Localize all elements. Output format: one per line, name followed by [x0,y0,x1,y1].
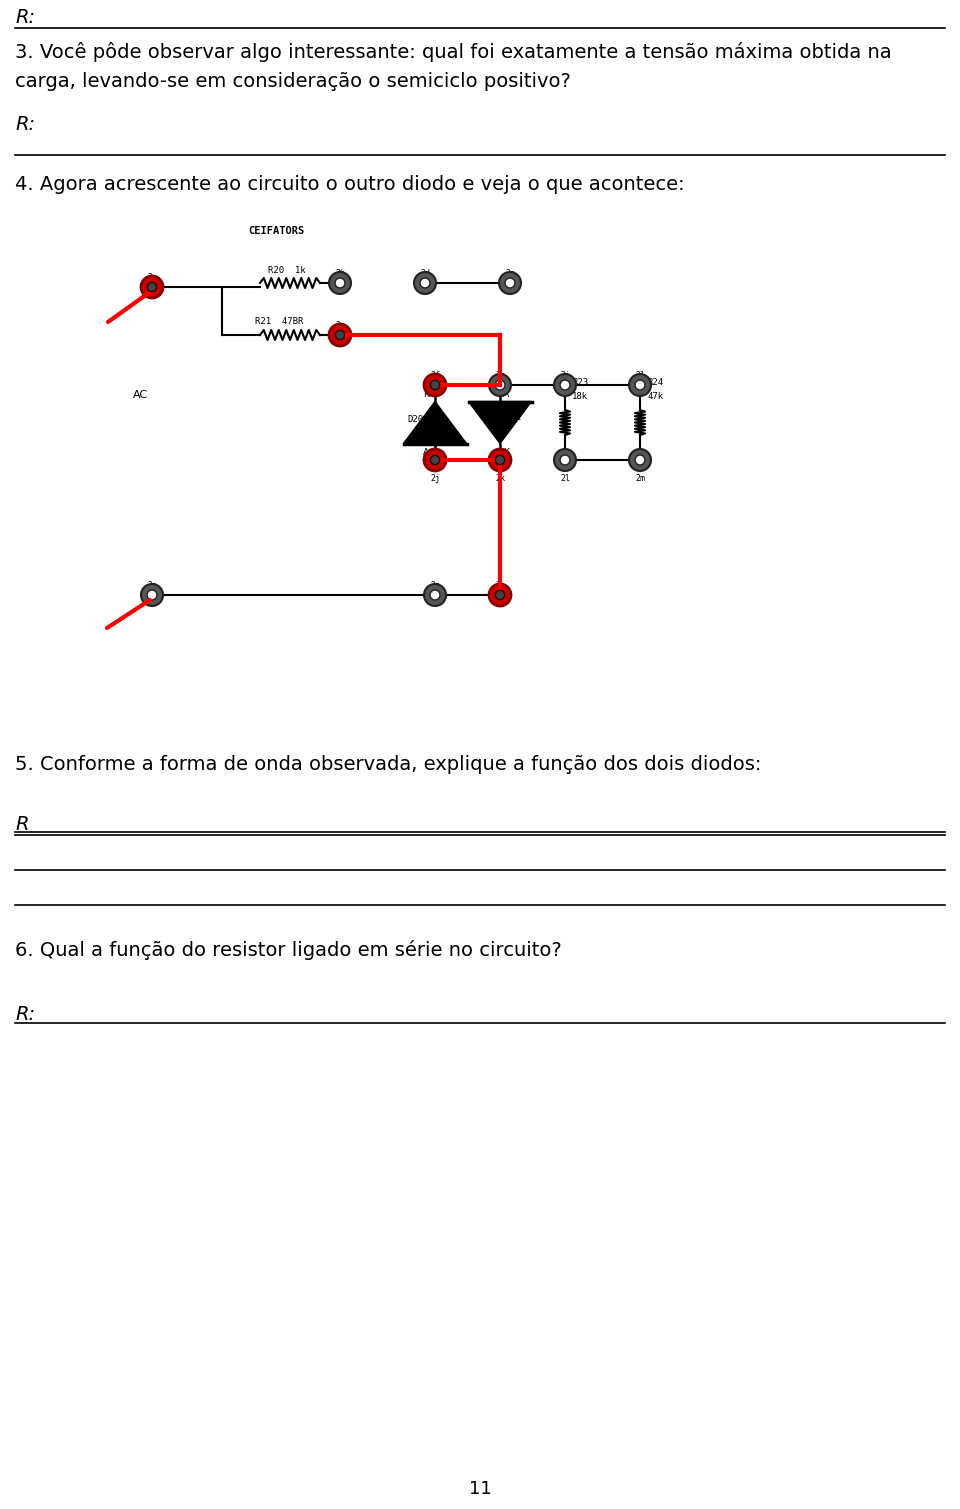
Circle shape [499,272,521,294]
Text: K: K [503,448,509,457]
Circle shape [560,456,570,465]
Circle shape [141,584,163,607]
Text: 4. Agora acrescente ao circuito o outro diodo e veja o que acontece:: 4. Agora acrescente ao circuito o outro … [15,175,684,195]
Text: D20: D20 [407,415,423,424]
Circle shape [636,456,645,465]
Circle shape [335,278,345,288]
Text: R:: R: [15,115,36,134]
Text: 2i: 2i [560,371,570,380]
Text: 6. Qual a função do resistor ligado em série no circuito?: 6. Qual a função do resistor ligado em s… [15,940,562,960]
Text: R:: R: [15,8,36,27]
Circle shape [489,450,511,471]
Text: R: R [15,815,29,834]
Circle shape [430,380,440,389]
Circle shape [329,324,351,346]
Text: R24: R24 [647,377,663,386]
Text: 2c: 2c [335,321,345,330]
Circle shape [495,590,505,599]
Circle shape [554,374,576,395]
Text: 2f: 2f [430,371,440,380]
Circle shape [420,278,430,288]
Circle shape [335,330,345,340]
Text: 2n: 2n [147,581,157,590]
Text: R:: R: [15,1005,36,1025]
Circle shape [430,456,440,465]
Text: 2m: 2m [635,474,645,483]
Circle shape [424,450,446,471]
Text: K: K [423,389,429,398]
Text: 2o: 2o [430,581,440,590]
Text: 47k: 47k [647,392,663,401]
Polygon shape [468,401,532,444]
Circle shape [629,450,651,471]
Circle shape [329,272,351,294]
Text: R20  1k: R20 1k [268,266,305,275]
Text: 3. Você pôde observar algo interessante: qual foi exatamente a tensão máxima obt: 3. Você pôde observar algo interessante:… [15,42,892,62]
Text: carga, levando-se em consideração o semiciclo positivo?: carga, levando-se em consideração o semi… [15,72,571,91]
Circle shape [414,272,436,294]
Circle shape [489,374,511,395]
Circle shape [147,590,156,601]
Circle shape [430,590,440,601]
Circle shape [495,456,505,465]
Text: A: A [503,389,509,398]
Text: 2b: 2b [335,269,345,278]
Text: 2l: 2l [560,474,570,483]
Text: A: A [423,448,429,457]
Text: R21  47BR: R21 47BR [255,317,303,326]
Circle shape [554,450,576,471]
Circle shape [560,380,570,389]
Circle shape [424,374,446,395]
Circle shape [495,380,505,389]
Text: R23: R23 [572,377,588,386]
Circle shape [636,380,645,389]
Polygon shape [403,401,467,444]
Text: 2p: 2p [495,581,505,590]
Text: AC: AC [133,389,148,400]
Circle shape [629,374,651,395]
Circle shape [505,278,515,288]
Text: 18k: 18k [572,392,588,401]
Text: 2e: 2e [505,269,515,278]
Circle shape [148,282,156,291]
Text: 2j: 2j [430,474,440,483]
Text: 2d: 2d [420,269,430,278]
Text: CEIFATORS: CEIFATORS [248,226,304,235]
Circle shape [141,276,163,297]
Circle shape [424,584,446,607]
Text: D21: D21 [505,412,521,421]
Text: 11: 11 [468,1480,492,1498]
Circle shape [489,584,511,607]
Text: 5. Conforme a forma de onda observada, explique a função dos dois diodos:: 5. Conforme a forma de onda observada, e… [15,754,761,774]
Text: 2g: 2g [495,371,505,380]
Text: 2a: 2a [147,273,157,282]
Text: 2l: 2l [635,371,645,380]
Text: 2k: 2k [495,474,505,483]
